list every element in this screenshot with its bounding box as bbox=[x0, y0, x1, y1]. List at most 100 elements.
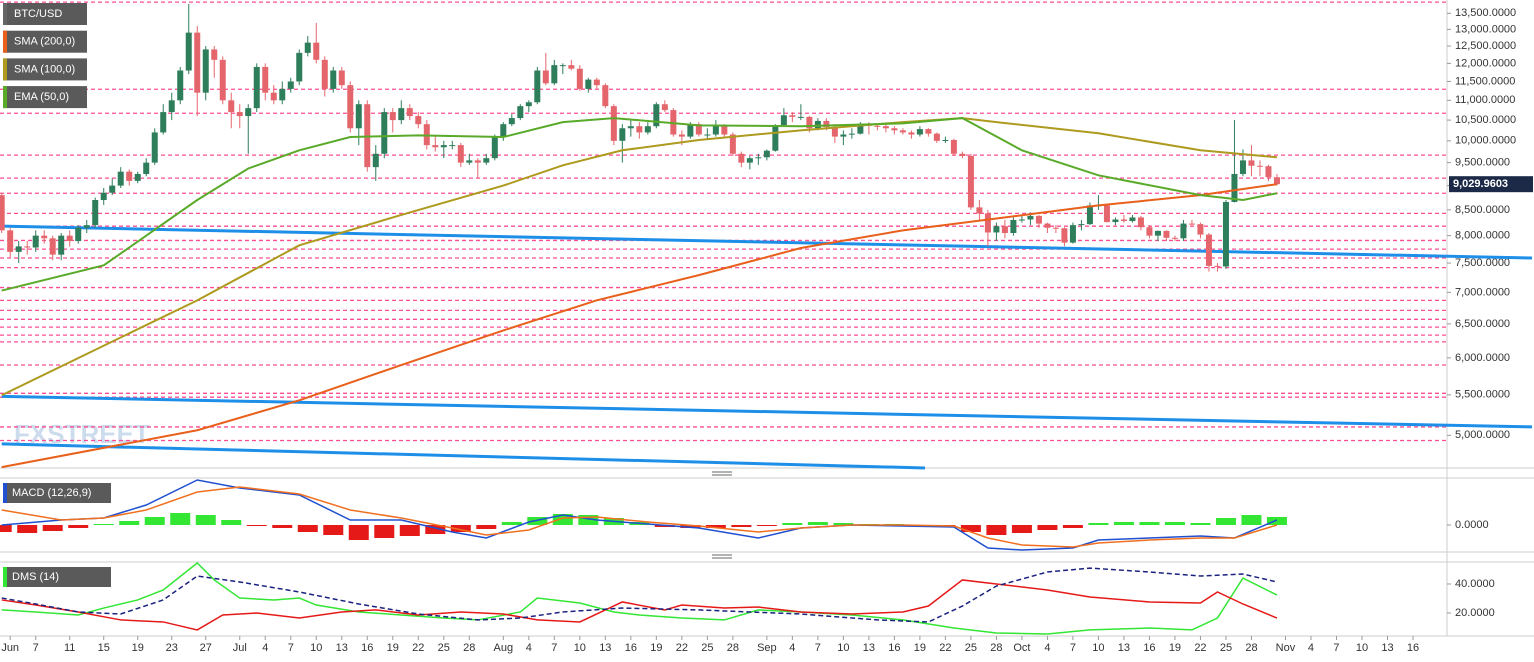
candle-body bbox=[534, 70, 541, 103]
candle-body bbox=[313, 42, 320, 60]
resize-handle[interactable] bbox=[712, 471, 732, 476]
candle-body bbox=[1265, 166, 1272, 178]
candle-body bbox=[330, 70, 337, 89]
candle-body bbox=[950, 139, 957, 154]
histogram-bar bbox=[1113, 522, 1134, 525]
histogram-bar bbox=[1266, 517, 1287, 525]
histogram-bar bbox=[221, 520, 242, 525]
histogram-bar bbox=[476, 525, 497, 529]
x-tick-label: 13 bbox=[1381, 642, 1393, 654]
candle-body bbox=[1273, 177, 1280, 185]
x-tick-label: 15 bbox=[98, 642, 110, 654]
legend-label: SMA (200,0) bbox=[14, 36, 75, 48]
panel-title: DMS (14) bbox=[12, 571, 59, 583]
histogram-bar bbox=[42, 525, 63, 531]
candle-body bbox=[432, 145, 439, 148]
candle-body bbox=[406, 108, 413, 117]
histogram-bar bbox=[119, 521, 140, 525]
x-tick-label: 19 bbox=[650, 642, 662, 654]
histogram-bar bbox=[731, 525, 752, 527]
candle-body bbox=[202, 49, 209, 93]
x-tick-label: 10 bbox=[1356, 642, 1368, 654]
candle-body bbox=[517, 106, 524, 119]
y-tick-label: 13,500.0000 bbox=[1455, 7, 1516, 19]
x-tick-label: 19 bbox=[387, 642, 399, 654]
candle-body bbox=[1256, 165, 1263, 167]
candle-body bbox=[491, 136, 498, 159]
candle-body bbox=[874, 125, 881, 127]
histogram-bar bbox=[399, 525, 420, 536]
candle-body bbox=[1248, 160, 1255, 166]
histogram-bar bbox=[680, 525, 701, 528]
y-tick-label: 6,000.0000 bbox=[1455, 352, 1510, 364]
resize-handle[interactable] bbox=[712, 554, 732, 559]
panel-title-box bbox=[3, 483, 111, 503]
x-tick-label: 19 bbox=[1169, 642, 1181, 654]
x-tick-label: 7 bbox=[33, 642, 39, 654]
candle-body bbox=[1129, 217, 1136, 222]
x-tick-label: 7 bbox=[551, 642, 557, 654]
histogram-bar bbox=[1215, 518, 1236, 525]
last-price-label: 9,029.9603 bbox=[1453, 178, 1508, 190]
histogram-bar bbox=[1088, 523, 1109, 525]
candle-body bbox=[58, 235, 65, 255]
legend-box bbox=[3, 58, 87, 81]
candle-body bbox=[49, 238, 56, 255]
panel-title: MACD (12,26,9) bbox=[12, 487, 91, 499]
x-tick-label: 7 bbox=[1070, 642, 1076, 654]
x-tick-label: 22 bbox=[1194, 642, 1206, 654]
x-tick-label: 19 bbox=[914, 642, 926, 654]
candle-body bbox=[1180, 223, 1187, 239]
histogram-bar bbox=[960, 525, 981, 532]
candle-body bbox=[712, 126, 719, 135]
x-tick-label: 10 bbox=[574, 642, 586, 654]
panel-title-box bbox=[3, 567, 111, 587]
x-tick-label: 19 bbox=[132, 642, 144, 654]
histogram-bar bbox=[195, 515, 216, 525]
x-tick-label: 22 bbox=[939, 642, 951, 654]
candle-body bbox=[831, 127, 838, 137]
x-tick-label: 16 bbox=[361, 642, 373, 654]
candle-body bbox=[959, 153, 966, 156]
histogram-bar bbox=[1037, 525, 1058, 530]
y-tick-label: 7,500.0000 bbox=[1455, 257, 1510, 269]
histogram-bar bbox=[0, 525, 12, 532]
x-tick-label: 25 bbox=[701, 642, 713, 654]
candle-body bbox=[381, 112, 388, 154]
series-line bbox=[1, 183, 1278, 469]
histogram-bar bbox=[986, 525, 1007, 535]
x-tick-label: 16 bbox=[1407, 642, 1419, 654]
candle-body bbox=[347, 85, 354, 129]
candle-body bbox=[738, 153, 745, 163]
candle-body bbox=[908, 132, 915, 135]
candle-body bbox=[211, 49, 218, 60]
x-tick-label: Nov bbox=[1276, 642, 1296, 654]
candle-body bbox=[457, 145, 464, 163]
x-tick-label: 10 bbox=[1092, 642, 1104, 654]
candle-body bbox=[687, 124, 694, 137]
candle-body bbox=[41, 235, 48, 239]
candle-body bbox=[678, 134, 685, 137]
x-tick-label: 7 bbox=[288, 642, 294, 654]
candle-body bbox=[372, 153, 379, 168]
y-tick-label: 6,500.0000 bbox=[1455, 318, 1510, 330]
candle-body bbox=[1188, 223, 1195, 225]
series-line bbox=[1, 562, 1278, 635]
candle-body bbox=[925, 129, 932, 134]
candle-body bbox=[160, 112, 167, 133]
x-tick-label: 22 bbox=[676, 642, 688, 654]
candle-body bbox=[66, 235, 73, 241]
x-tick-label: 4 bbox=[1308, 642, 1314, 654]
y-tick-label: 10,000.0000 bbox=[1455, 135, 1516, 147]
histogram-bar bbox=[501, 522, 522, 525]
y-tick-label: 9,500.0000 bbox=[1455, 157, 1510, 169]
x-tick-label: 25 bbox=[438, 642, 450, 654]
panel: 20.0000 40.0000 DMS (14) Jun 7 11 15 19 23 27 Jul 4… bbox=[1, 562, 1495, 654]
histogram-bar bbox=[450, 525, 471, 532]
x-tick-label: 23 bbox=[166, 642, 178, 654]
y-tick-label: 8,500.0000 bbox=[1455, 204, 1510, 216]
y-tick-label: 0.0000 bbox=[1455, 519, 1489, 531]
candle-body bbox=[755, 157, 762, 159]
candle-body bbox=[746, 158, 753, 163]
